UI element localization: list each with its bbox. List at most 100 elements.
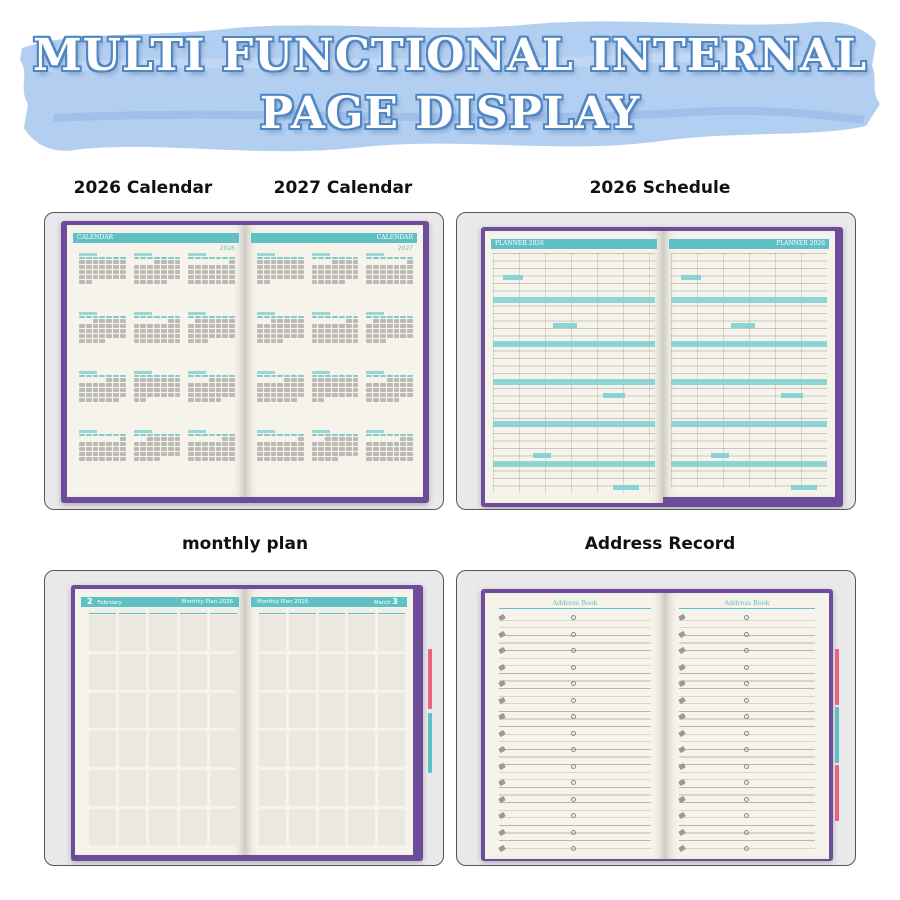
mail-icon bbox=[571, 813, 577, 818]
page-tab bbox=[835, 707, 839, 763]
calendar-panel: CALENDAR 2026 CALENDAR 2027 bbox=[44, 212, 444, 510]
mini-month bbox=[257, 430, 304, 485]
mail-icon bbox=[743, 730, 749, 736]
day-cell bbox=[179, 731, 207, 768]
mail-icon bbox=[743, 664, 749, 670]
weekend-band bbox=[493, 421, 655, 427]
pencil-icon bbox=[678, 762, 686, 770]
day-cell bbox=[288, 692, 316, 729]
month-number-3: 3 bbox=[392, 597, 398, 606]
pencil-icon bbox=[678, 778, 686, 787]
mail-icon bbox=[743, 697, 749, 703]
monthly-page-february: 2 February Monthly Plan 2026 bbox=[75, 589, 245, 855]
day-cell bbox=[378, 731, 405, 768]
header-underline bbox=[499, 608, 651, 609]
mini-month bbox=[79, 430, 126, 485]
mail-icon bbox=[571, 631, 577, 637]
day-cell bbox=[288, 731, 316, 768]
pencil-icon bbox=[678, 795, 686, 803]
day-cell bbox=[119, 615, 147, 651]
weekday-row bbox=[89, 608, 237, 614]
caption-2027-calendar: 2027 Calendar bbox=[273, 178, 413, 198]
pencil-icon bbox=[498, 613, 506, 622]
day-cell bbox=[119, 653, 147, 690]
mini-month bbox=[257, 312, 304, 367]
schedule-block bbox=[603, 393, 625, 398]
monthly-plan-title-left: Monthly Plan 2026 bbox=[181, 599, 233, 605]
mini-month bbox=[79, 253, 126, 308]
day-cell bbox=[259, 770, 286, 807]
pencil-icon bbox=[498, 630, 506, 638]
day-cell bbox=[89, 809, 117, 845]
pencil-icon bbox=[498, 679, 506, 688]
schedule-panel: PLANNER 2026 PLANNER 2026 bbox=[456, 212, 856, 510]
caption-2026-calendar: 2026 Calendar bbox=[73, 178, 213, 198]
mail-icon bbox=[571, 664, 577, 670]
day-cell bbox=[378, 809, 405, 845]
page-tab bbox=[835, 649, 839, 705]
pencil-icon bbox=[498, 762, 506, 770]
day-cell bbox=[209, 692, 237, 729]
mail-icon bbox=[571, 780, 577, 785]
schedule-block bbox=[503, 275, 523, 280]
schedule-block bbox=[781, 393, 803, 398]
banner-title-line-2: PAGE DISPLAY bbox=[259, 88, 641, 139]
caption-monthly-plan: monthly plan bbox=[181, 534, 309, 554]
day-cell bbox=[179, 653, 207, 690]
day-cell bbox=[89, 770, 117, 807]
banner-title-line-1: MULTI FUNCTIONAL INTERNAL bbox=[32, 30, 868, 81]
day-cell bbox=[209, 731, 237, 768]
mini-month bbox=[188, 371, 235, 426]
mail-icon bbox=[571, 730, 577, 736]
mini-month bbox=[79, 371, 126, 426]
day-cell bbox=[149, 692, 177, 729]
mini-month bbox=[311, 312, 359, 367]
mail-icon bbox=[743, 648, 749, 653]
day-cell bbox=[89, 615, 117, 651]
mail-icon bbox=[743, 681, 749, 686]
pencil-icon bbox=[498, 646, 506, 655]
mail-icon bbox=[743, 780, 749, 785]
mini-month bbox=[366, 253, 413, 308]
mini-month bbox=[188, 312, 235, 367]
schedule-block bbox=[711, 453, 729, 458]
mail-icon bbox=[571, 747, 577, 752]
day-cell bbox=[209, 809, 237, 845]
mail-icon bbox=[743, 747, 749, 752]
mini-month bbox=[257, 371, 304, 426]
schedule-grid-left bbox=[493, 253, 655, 493]
day-cell bbox=[378, 692, 405, 729]
pencil-icon bbox=[498, 696, 506, 704]
day-cell bbox=[259, 615, 286, 651]
caption-2026-schedule: 2026 Schedule bbox=[589, 178, 731, 198]
day-cell bbox=[259, 809, 286, 845]
day-cell bbox=[318, 809, 346, 845]
address-book-title-right: Address Book bbox=[724, 599, 770, 607]
schedule-page-right: PLANNER 2026 bbox=[663, 231, 835, 497]
weekday-cell bbox=[209, 608, 237, 614]
mini-month bbox=[133, 371, 181, 426]
schedule-header-left: PLANNER 2026 bbox=[491, 239, 657, 249]
mail-icon bbox=[743, 796, 749, 802]
day-cell bbox=[288, 770, 316, 807]
pencil-icon bbox=[678, 745, 686, 754]
schedule-block bbox=[553, 323, 577, 328]
month-number-2: 2 bbox=[87, 597, 93, 606]
address-book-title-left: Address Book bbox=[552, 599, 598, 607]
mail-icon bbox=[743, 631, 749, 637]
mini-month bbox=[79, 312, 126, 367]
pencil-icon bbox=[498, 795, 506, 803]
mini-month bbox=[133, 312, 181, 367]
schedule-header-right: PLANNER 2026 bbox=[669, 239, 829, 249]
mini-month bbox=[311, 371, 359, 426]
header-underline bbox=[679, 608, 815, 609]
weekday-cell bbox=[318, 608, 346, 614]
calendar-header-2026: CALENDAR bbox=[73, 233, 239, 243]
day-cell bbox=[288, 615, 316, 651]
brush-stroke-background bbox=[20, 21, 880, 152]
mail-icon bbox=[571, 796, 577, 802]
mail-icon-column bbox=[571, 615, 579, 851]
mini-month bbox=[366, 430, 413, 485]
day-cell bbox=[179, 770, 207, 807]
day-cell bbox=[318, 615, 346, 651]
